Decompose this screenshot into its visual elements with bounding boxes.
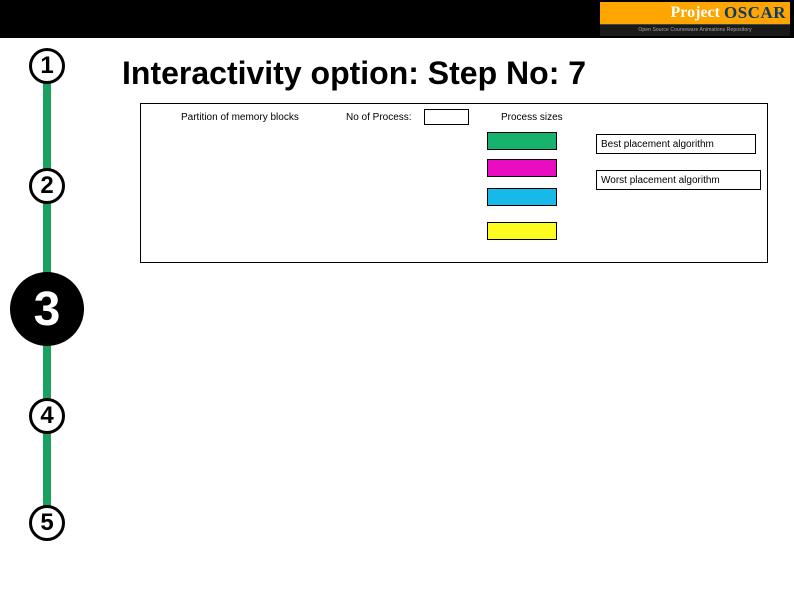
process-swatch-2 (487, 159, 557, 177)
step-label: 4 (40, 402, 53, 430)
button-label: Best placement algorithm (601, 139, 714, 150)
step-2[interactable]: 2 (29, 168, 65, 204)
logo-oscar-text: OSCAR (724, 3, 786, 23)
page-title: Interactivity option: Step No: 7 (122, 55, 586, 92)
logo-project-text: Project (671, 4, 720, 22)
step-label: 5 (40, 509, 53, 537)
logo-top-row: Project OSCAR (600, 2, 790, 24)
step-label: 3 (34, 282, 61, 337)
top-bar: Project OSCAR Open Source Courseware Ani… (0, 0, 794, 38)
step-1[interactable]: 1 (29, 48, 65, 84)
input-no-process[interactable] (424, 109, 469, 125)
step-4[interactable]: 4 (29, 398, 65, 434)
logo: Project OSCAR Open Source Courseware Ani… (600, 2, 790, 36)
label-process-sizes: Process sizes (501, 112, 563, 123)
process-swatch-3 (487, 188, 557, 206)
button-label: Worst placement algorithm (601, 175, 720, 186)
step-5[interactable]: 5 (29, 505, 65, 541)
logo-tagline: Open Source Courseware Animations Reposi… (600, 24, 790, 36)
label-partition: Partition of memory blocks (181, 112, 299, 123)
content-panel: Partition of memory blocks No of Process… (140, 103, 768, 263)
step-label: 2 (40, 172, 53, 200)
step-label: 1 (40, 52, 53, 80)
process-swatch-1 (487, 132, 557, 150)
worst-placement-button[interactable]: Worst placement algorithm (596, 170, 761, 190)
process-swatch-4 (487, 222, 557, 240)
best-placement-button[interactable]: Best placement algorithm (596, 134, 756, 154)
label-no-process: No of Process: (346, 112, 412, 123)
step-3-active[interactable]: 3 (10, 272, 84, 346)
